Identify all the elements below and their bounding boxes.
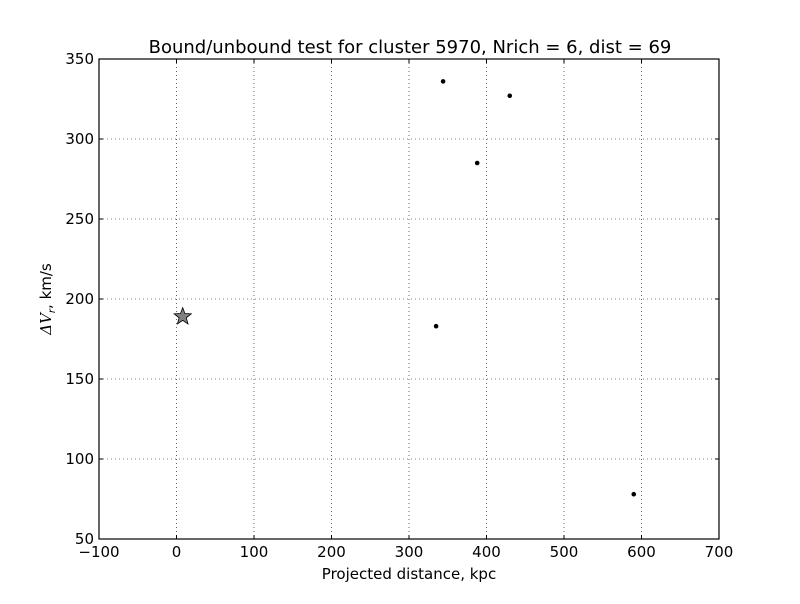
svg-text:ΔVr, km/s: ΔVr, km/s: [37, 263, 58, 336]
grid: [98, 58, 720, 540]
x-axis-label: Projected distance, kpc: [322, 565, 496, 583]
ticks: −100 0 100 200 300 400 500 600 700 50 100 150 200 250…: [65, 50, 733, 561]
y-tick-label: 100: [65, 450, 94, 468]
x-tick-label: 200: [317, 543, 346, 561]
data-point: [440, 79, 446, 84]
data-marks: [173, 79, 637, 497]
data-point: [433, 323, 439, 329]
y-tick-label: 150: [65, 370, 94, 388]
y-tick-label: 350: [65, 50, 94, 68]
x-tick-label: 500: [550, 543, 579, 561]
y-label-symbol: ΔV: [37, 311, 55, 336]
x-tick-label: 100: [240, 543, 269, 561]
y-tick-label: 300: [65, 130, 94, 148]
y-label-subscript: r: [47, 308, 58, 313]
x-tick-label: 400: [472, 543, 501, 561]
x-tick-label: 700: [705, 543, 734, 561]
x-tick-label: 300: [395, 543, 424, 561]
data-point: [507, 93, 513, 99]
data-point: [631, 491, 637, 497]
y-tick-label: 200: [65, 290, 94, 308]
data-point: [474, 160, 480, 166]
star-marker: [173, 306, 193, 325]
chart-title: Bound/unbound test for cluster 5970, Nri…: [149, 37, 672, 58]
y-tick-label: 250: [65, 210, 94, 228]
x-tick-label: 600: [627, 543, 656, 561]
y-label-unit: , km/s: [37, 263, 55, 309]
y-tick-label: 50: [75, 530, 94, 548]
x-tick-label: 0: [172, 543, 182, 561]
y-axis-label: ΔVr, km/s: [37, 263, 58, 336]
x-tick-label: −100: [78, 543, 119, 561]
plot-frame: [98, 58, 720, 540]
